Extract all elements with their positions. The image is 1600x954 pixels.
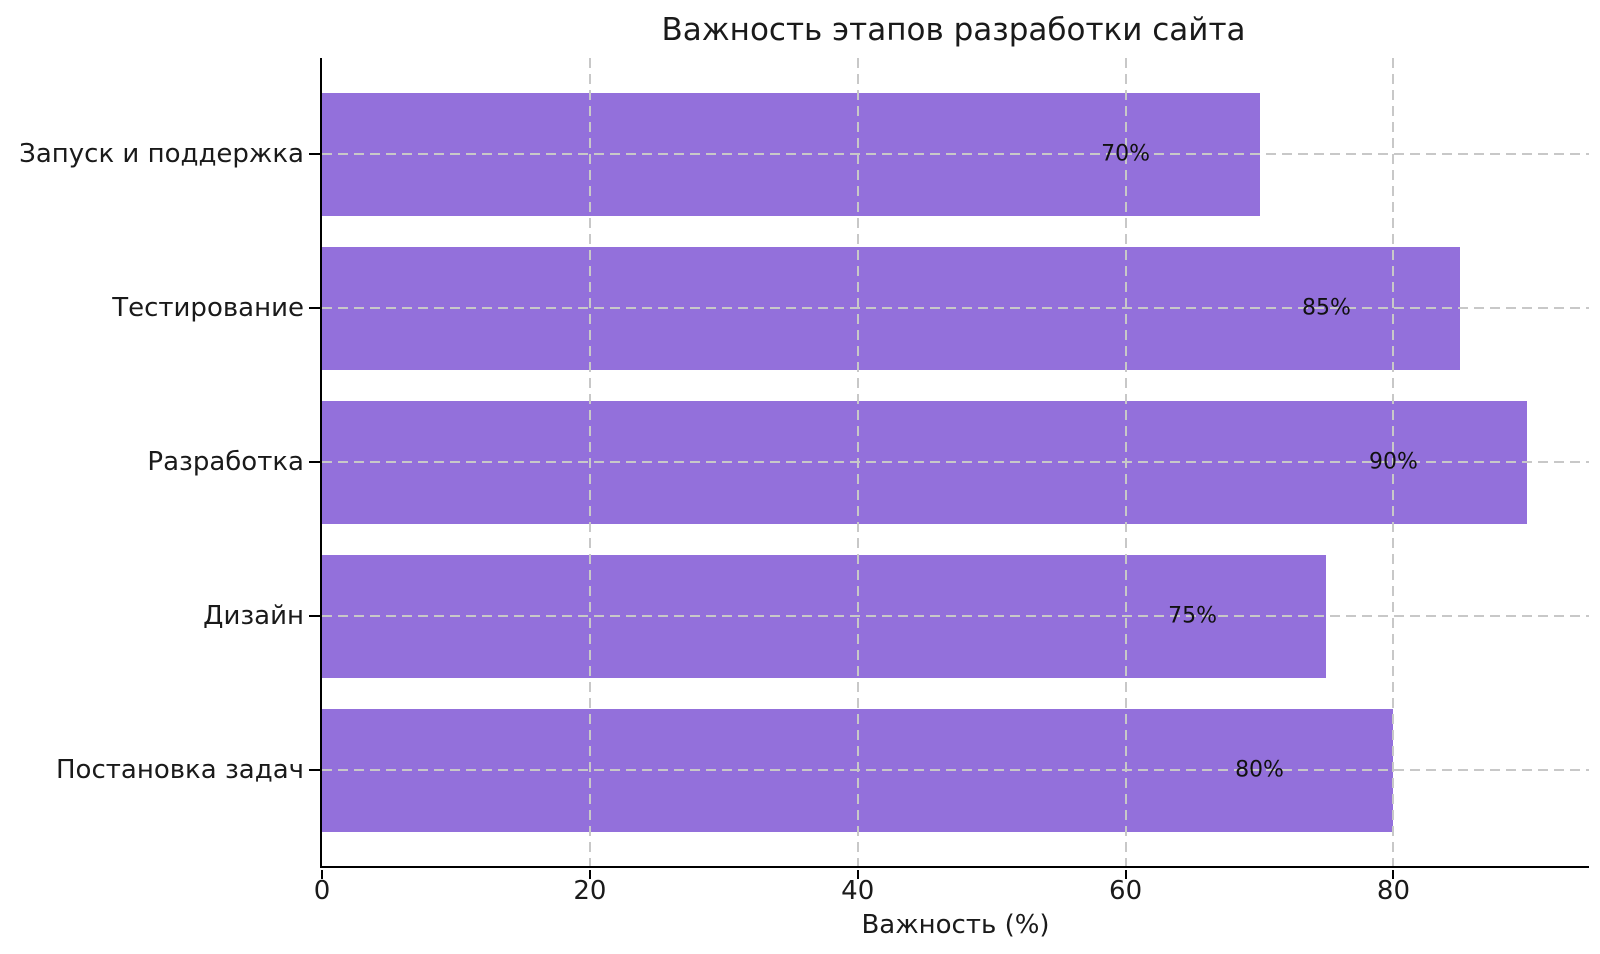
plot-area: Важность (%) 70% Запуск и поддержка 85% Тес… <box>19 58 1589 940</box>
y-tick-mark-1 <box>309 307 320 309</box>
x-tick-label-80: 80 <box>1376 876 1410 906</box>
horizontal-gridline-3 <box>322 615 1589 617</box>
x-tick-label-60: 60 <box>1109 876 1143 906</box>
bar-value-label-2: 90% <box>1369 449 1418 475</box>
y-tick-label-3: Дизайн <box>203 601 304 631</box>
y-tick-label-2: Разработка <box>147 447 304 477</box>
bar-value-label-4: 80% <box>1235 757 1284 783</box>
y-tick-mark-2 <box>309 461 320 463</box>
y-tick-label-0: Запуск и поддержка <box>19 139 304 169</box>
x-tick-mark-80 <box>1392 870 1395 879</box>
y-tick-label-4: Постановка задач <box>56 755 304 785</box>
chart-title: Важность этапов разработки сайта <box>661 12 1246 48</box>
x-tick-mark-40 <box>856 870 859 879</box>
x-axis-label: Важность (%) <box>861 910 1050 940</box>
horizontal-gridline-0 <box>322 153 1589 155</box>
x-tick-label-40: 40 <box>841 876 875 906</box>
x-tick-mark-0 <box>321 870 323 879</box>
x-tick-label-20: 20 <box>573 876 607 906</box>
x-tick-label-0: 0 <box>313 876 331 906</box>
x-tick-mark-60 <box>1124 870 1127 879</box>
y-tick-label-1: Тестирование <box>112 293 304 323</box>
x-tick-mark-20 <box>588 870 591 879</box>
y-tick-mark-3 <box>309 615 320 617</box>
bar-value-label-0: 70% <box>1101 141 1151 167</box>
horizontal-gridline-2 <box>322 461 1589 463</box>
horizontal-gridline-4 <box>322 769 1589 771</box>
y-tick-mark-0 <box>309 153 320 155</box>
bar-value-label-3: 75% <box>1168 603 1217 629</box>
horizontal-gridline-1 <box>322 307 1589 309</box>
y-tick-mark-4 <box>309 769 320 771</box>
bar-value-label-1: 85% <box>1302 295 1351 321</box>
